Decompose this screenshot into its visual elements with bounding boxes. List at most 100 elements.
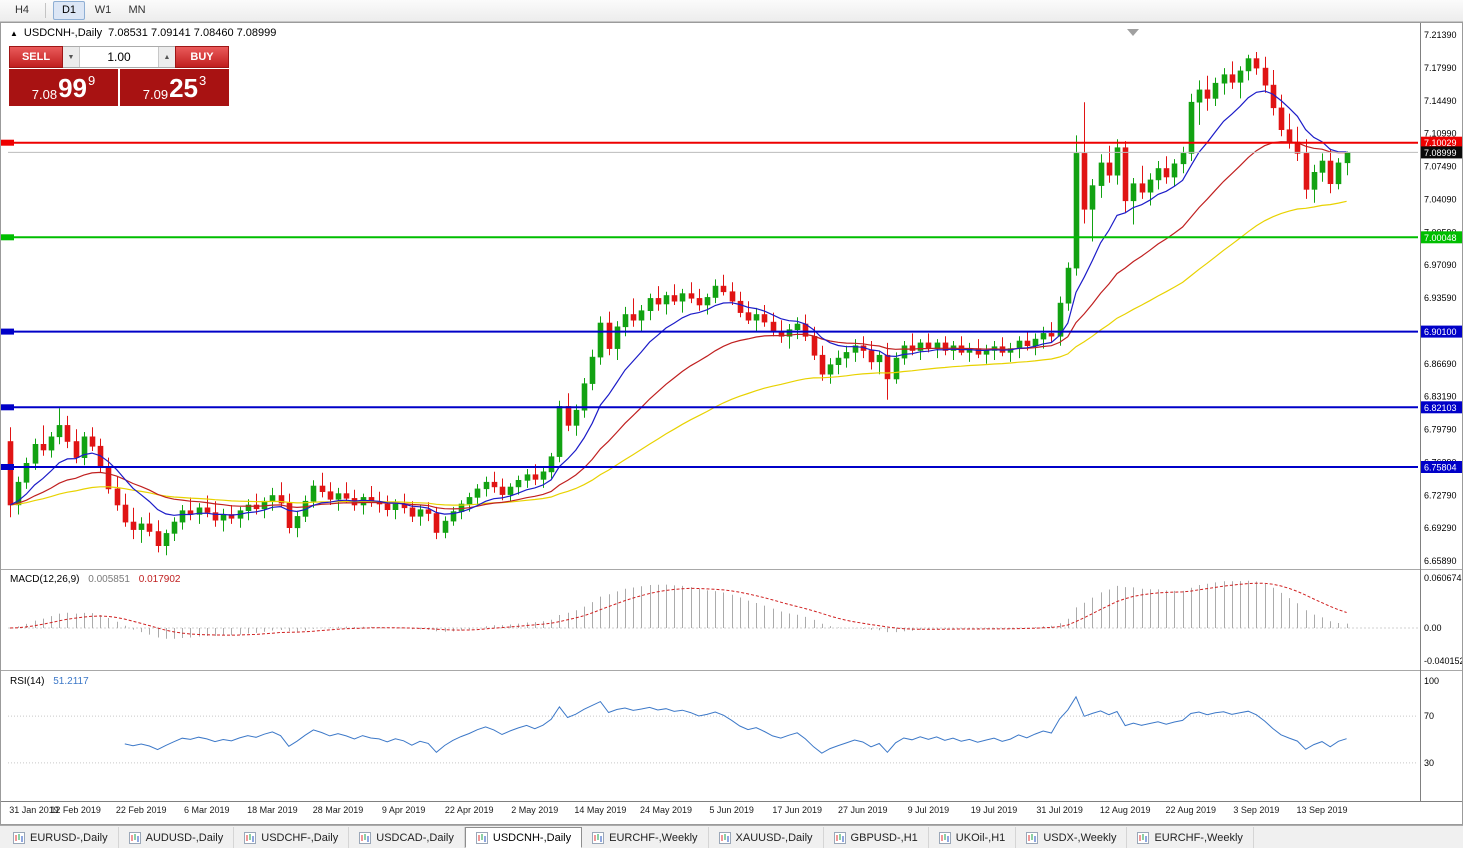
- sell-price-big: 99: [58, 72, 87, 103]
- rsi-scale-label: 30: [1424, 758, 1434, 768]
- chart-tab-eurusd-daily[interactable]: EURUSD-,Daily: [3, 827, 119, 848]
- candle: [483, 476, 490, 497]
- chart-tab-usdchf-daily[interactable]: USDCHF-,Daily: [234, 827, 350, 848]
- candle: [1040, 326, 1047, 349]
- candle: [179, 505, 186, 530]
- candle: [245, 499, 252, 521]
- volume-spinner: ▼ 1.00 ▲: [63, 46, 175, 68]
- chart-header: ▲ USDCNH-,Daily 7.08531 7.09141 7.08460 …: [10, 27, 276, 39]
- candle: [720, 274, 727, 296]
- date-label: 22 Apr 2019: [445, 805, 494, 815]
- candle: [23, 457, 30, 489]
- price-tick-label: 6.86690: [1424, 359, 1457, 369]
- candle: [1122, 141, 1129, 214]
- chart-tab-ukoil-h1[interactable]: UKOil-,H1: [929, 827, 1017, 848]
- candle: [655, 286, 662, 311]
- date-label: 31 Jul 2019: [1036, 805, 1083, 815]
- date-label: 9 Apr 2019: [382, 805, 426, 815]
- candle: [852, 339, 859, 362]
- date-label: 18 Mar 2019: [247, 805, 298, 815]
- candle: [32, 438, 39, 470]
- chart-tab-audusd-daily[interactable]: AUDUSD-,Daily: [119, 827, 235, 848]
- candle: [983, 344, 990, 364]
- chart-tab-usdcnh-daily[interactable]: USDCNH-,Daily: [464, 827, 583, 848]
- candle: [909, 333, 916, 356]
- candle: [597, 316, 604, 365]
- chart-tab-usdx-weekly[interactable]: USDX-,Weekly: [1016, 827, 1128, 848]
- candle: [450, 506, 457, 526]
- date-label: 6 Mar 2019: [184, 805, 230, 815]
- buy-price-box[interactable]: 7.09 25 3: [120, 69, 229, 106]
- candle: [1196, 80, 1203, 125]
- candle: [163, 529, 170, 556]
- buy-button[interactable]: BUY: [175, 46, 229, 68]
- candle: [925, 333, 932, 353]
- price-tick-label: 6.65890: [1424, 556, 1457, 566]
- candle: [1188, 93, 1195, 161]
- tab-label: GBPUSD-,H1: [850, 831, 918, 844]
- macd-scale-label: 0.00: [1424, 623, 1442, 633]
- price-tick-label: 7.21390: [1424, 30, 1457, 40]
- tab-label: EURCHF-,Weekly: [609, 831, 698, 844]
- one-click-collapse-icon[interactable]: ▲: [10, 28, 18, 38]
- candle: [556, 400, 563, 463]
- chart-tab-usdcad-daily[interactable]: USDCAD-,Daily: [349, 827, 465, 848]
- candle: [1007, 342, 1014, 362]
- candle: [565, 393, 572, 432]
- candle: [647, 293, 654, 321]
- candle: [1089, 179, 1096, 242]
- volume-up-icon[interactable]: ▲: [158, 47, 175, 67]
- candle: [991, 341, 998, 360]
- candle: [614, 321, 621, 360]
- candle: [893, 352, 900, 384]
- candle: [1221, 68, 1228, 95]
- price-badge-label: 6.82103: [1424, 403, 1457, 413]
- sell-price-box[interactable]: 7.08 99 9: [9, 69, 118, 106]
- candle: [351, 489, 358, 511]
- timeframe-button-mn[interactable]: MN: [128, 4, 146, 16]
- buy-price-big: 25: [169, 72, 198, 103]
- rsi-indicator-label: RSI(14) 51.2117: [10, 676, 89, 687]
- one-click-trading-panel: SELL ▼ 1.00 ▲ BUY 7.08 99 9 7.09 25 3: [9, 46, 229, 106]
- tab-label: USDCNH-,Daily: [492, 831, 572, 844]
- candle: [310, 480, 317, 508]
- line-left-marker: [1, 139, 14, 146]
- chart-canvas[interactable]: 7.21390 7.17990 7.14490 7.10990 7.07490 7.040…: [0, 22, 1463, 825]
- price-tick-label: 6.79790: [1424, 425, 1457, 435]
- candle: [1180, 146, 1187, 174]
- candle: [1065, 262, 1072, 311]
- toolbar-separator: [45, 3, 46, 18]
- chart-tab-eurchf-weekly[interactable]: EURCHF-,Weekly: [582, 827, 709, 848]
- price-badge: [1421, 401, 1462, 414]
- chart-tab-eurchf-weekly[interactable]: EURCHF-,Weekly: [1127, 827, 1254, 848]
- chart-icon: [833, 831, 846, 844]
- date-label: 13 Sep 2019: [1296, 805, 1347, 815]
- timeframe-button-d1[interactable]: D1: [53, 1, 85, 20]
- chart-shift-marker-icon[interactable]: [1127, 29, 1139, 36]
- candle: [515, 475, 522, 495]
- price-tick-label: 6.93590: [1424, 293, 1457, 303]
- candle: [876, 350, 883, 375]
- volume-input[interactable]: 1.00: [107, 50, 131, 64]
- chart-tab-gbpusd-h1[interactable]: GBPUSD-,H1: [824, 827, 929, 848]
- candle: [761, 305, 768, 327]
- tab-label: USDX-,Weekly: [1043, 831, 1117, 844]
- timeframe-button-w1[interactable]: W1: [94, 4, 112, 16]
- candle: [1139, 165, 1146, 199]
- moving-average-line-10: [9, 90, 1347, 516]
- candle: [278, 482, 285, 507]
- candle: [950, 341, 957, 360]
- candle: [573, 404, 580, 436]
- rsi-scale-label: 100: [1424, 676, 1439, 686]
- candle: [843, 345, 850, 368]
- chart-icon: [1026, 831, 1039, 844]
- price-tick-label: 6.97090: [1424, 260, 1457, 270]
- last-price-badge-label: 7.08999: [1424, 148, 1457, 158]
- volume-down-icon[interactable]: ▼: [63, 47, 80, 67]
- sell-button[interactable]: SELL: [9, 46, 63, 68]
- timeframe-button-h4[interactable]: H4: [14, 4, 30, 16]
- date-label: 22 Feb 2019: [116, 805, 167, 815]
- timeframe-toolbar: H4 D1 W1 MN: [0, 0, 1463, 22]
- chart-tab-xauusd-daily[interactable]: XAUUSD-,Daily: [709, 827, 824, 848]
